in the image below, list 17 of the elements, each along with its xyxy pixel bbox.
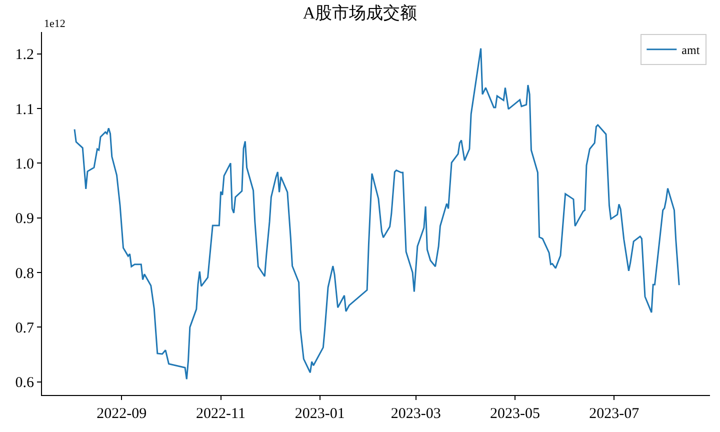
line-series (74, 48, 680, 380)
x-tick-label: 2022-11 (196, 406, 246, 422)
x-tick-label: 2023-07 (589, 406, 640, 422)
y-tick-label: 0.7 (15, 320, 34, 336)
chart-title: A股市场成交额 (302, 3, 418, 22)
y-tick-label: 0.8 (15, 266, 34, 282)
text: 1e12 (44, 18, 66, 30)
legend-label: amt (682, 42, 700, 57)
y-tick-label: 1.1 (15, 102, 34, 118)
y-tick-label: 0.6 (15, 375, 34, 392)
x-tick-label: 2023-03 (390, 406, 441, 422)
y-tick-label: 0.9 (15, 211, 34, 228)
x-tick-label: 2023-01 (294, 406, 345, 422)
y-tick-label: 1.2 (15, 47, 34, 64)
x-tick-label: 2023-05 (490, 406, 540, 422)
y-tick-label: 1.0 (15, 156, 34, 172)
x-tick-label: 2022-09 (96, 406, 147, 422)
